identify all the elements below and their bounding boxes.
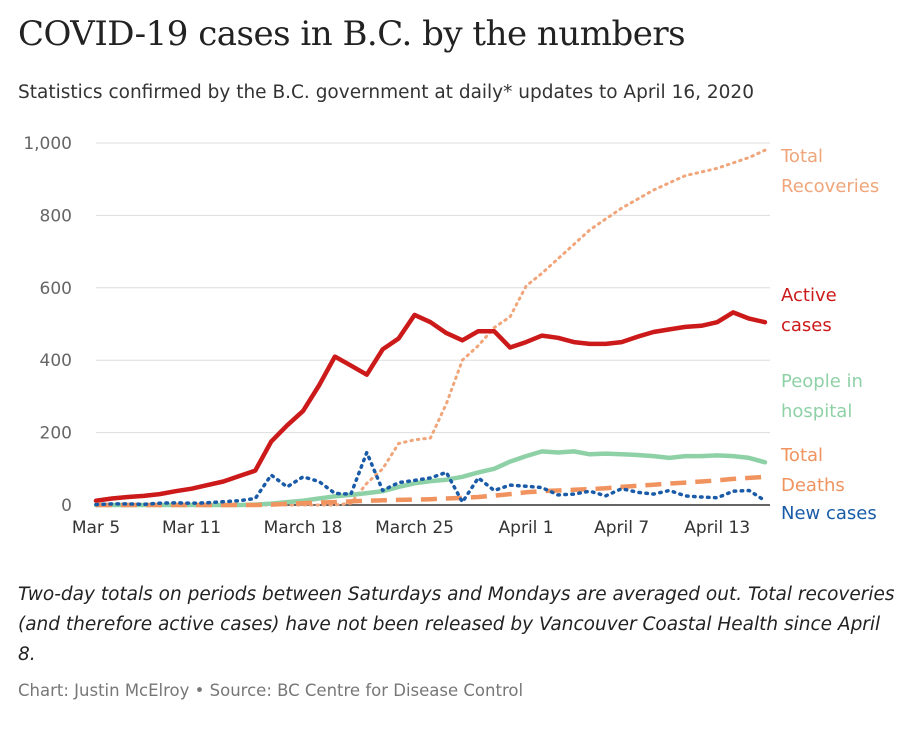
y-axis-ticks: 0 200 400 600 800 1,000 — [23, 134, 72, 516]
x-tick-label: March 18 — [264, 518, 343, 538]
x-axis-ticks: Mar 5 Mar 11 March 18 March 25 April 1 April … — [72, 518, 750, 538]
x-tick-label: April 7 — [594, 518, 649, 538]
series-line-total-recoveries — [94, 148, 767, 507]
series-labels: Total Recoveries Active cases People in hospi… — [780, 146, 879, 524]
series-label-total-recoveries: Total Recoveries — [780, 146, 879, 197]
series-lines — [93, 148, 768, 508]
series-line-new-cases — [94, 450, 767, 507]
x-tick-label: Mar 5 — [72, 518, 120, 538]
x-tick-label: Mar 11 — [162, 518, 221, 538]
series-line-active-cases — [93, 310, 768, 503]
y-tick-label: 1,000 — [23, 134, 72, 154]
series-label-total-deaths: Total Deaths — [780, 445, 845, 496]
x-tick-label: March 25 — [375, 518, 454, 538]
chart-footnote: Two-day totals on periods between Saturd… — [18, 584, 895, 665]
series-label-active-cases: Active cases — [781, 285, 837, 336]
x-tick-label: April 13 — [684, 518, 750, 538]
y-tick-label: 400 — [40, 351, 72, 371]
series-label-people-in-hospital: People in hospital — [781, 371, 863, 422]
series-line-total-deaths — [96, 474, 766, 508]
y-tick-label: 600 — [40, 279, 72, 299]
x-tick-label: April 1 — [499, 518, 554, 538]
y-tick-label: 0 — [61, 496, 72, 516]
series-label-new-cases: New cases — [781, 503, 877, 524]
chart-subtitle: Statistics confirmed by the B.C. governm… — [18, 82, 754, 103]
chart-title: COVID-19 cases in B.C. by the numbers — [18, 14, 686, 54]
chart-credit: Chart: Justin McElroy • Source: BC Centr… — [18, 681, 524, 700]
y-tick-label: 200 — [40, 424, 72, 444]
y-tick-label: 800 — [40, 206, 72, 226]
